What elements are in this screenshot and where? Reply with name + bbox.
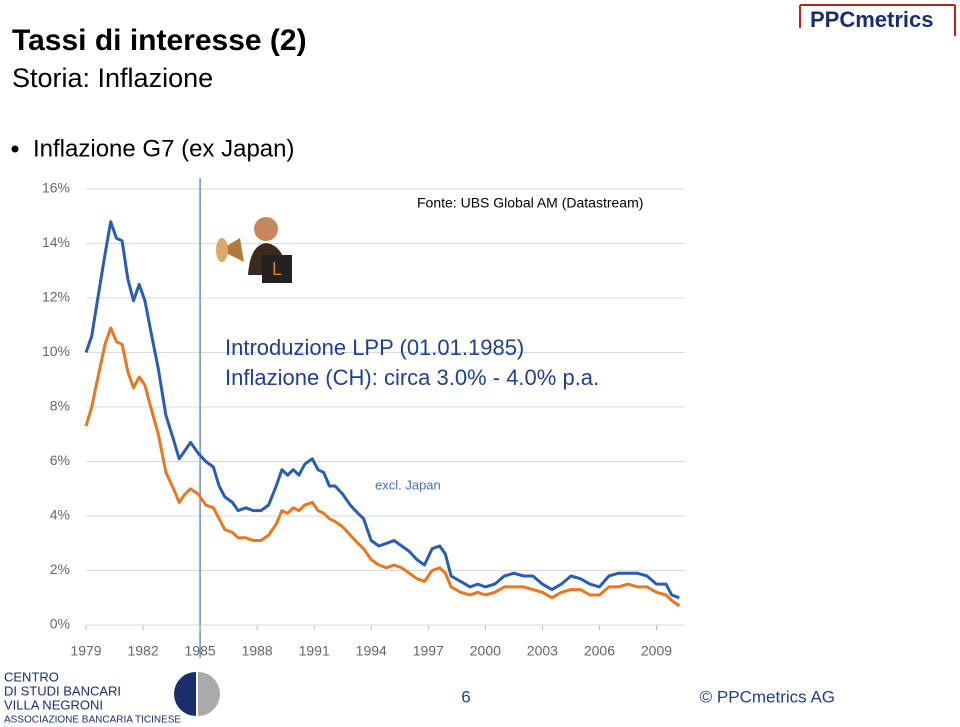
x-tick-label: 1985 xyxy=(185,643,216,659)
page-number: 6 xyxy=(461,687,470,706)
x-tick-label: 1991 xyxy=(299,643,330,659)
x-tick-label: 2003 xyxy=(527,643,558,659)
series-annotation: excl. Japan xyxy=(375,477,441,492)
x-tick-label: 1994 xyxy=(356,643,387,659)
y-tick-label: 0% xyxy=(50,616,70,632)
x-tick-label: 2009 xyxy=(641,643,672,659)
x-tick-label: 1979 xyxy=(70,643,101,659)
x-tick-label: 2000 xyxy=(470,643,501,659)
logo: PPCmetrics xyxy=(799,4,956,36)
footer-org: CENTRO DI STUDI BANCARI VILLA NEGRONI AS… xyxy=(4,669,220,726)
org-line: VILLA NEGRONI xyxy=(4,697,103,712)
y-tick-label: 6% xyxy=(50,452,70,468)
org-line: DI STUDI BANCARI xyxy=(4,683,121,698)
y-tick-label: 4% xyxy=(50,507,70,523)
x-tick-label: 2006 xyxy=(584,643,615,659)
org-line: CENTRO xyxy=(4,669,59,684)
x-tick-label: 1982 xyxy=(127,643,158,659)
x-tick-label: 1997 xyxy=(413,643,444,659)
y-tick-label: 2% xyxy=(50,561,70,577)
logo-text: PPCmetrics xyxy=(810,7,934,32)
y-tick-label: 12% xyxy=(42,289,70,305)
series-line xyxy=(84,220,680,600)
title: Tassi di interesse (2) xyxy=(12,24,307,57)
copyright: © PPCmetrics AG xyxy=(700,687,835,706)
svg-text:L: L xyxy=(272,259,282,279)
source: Fonte: UBS Global AM (Datastream) xyxy=(417,195,643,211)
bullet-dot xyxy=(11,145,19,153)
y-tick-label: 10% xyxy=(42,343,70,359)
org-line: ASSOCIAZIONE BANCARIA TICINESE xyxy=(4,715,181,726)
y-tick-label: 8% xyxy=(50,398,70,414)
series-line xyxy=(84,326,681,608)
y-tick-label: 16% xyxy=(42,180,70,196)
y-tick-label: 14% xyxy=(42,234,70,250)
annotation: Introduzione LPP (01.01.1985) xyxy=(225,335,524,360)
bullet: Inflazione G7 (ex Japan) xyxy=(33,135,294,162)
subtitle: Storia: Inflazione xyxy=(12,63,213,93)
speaker-icon: L xyxy=(216,217,292,283)
x-tick-label: 1988 xyxy=(242,643,273,659)
annotation: Inflazione (CH): circa 3.0% - 4.0% p.a. xyxy=(225,365,599,390)
